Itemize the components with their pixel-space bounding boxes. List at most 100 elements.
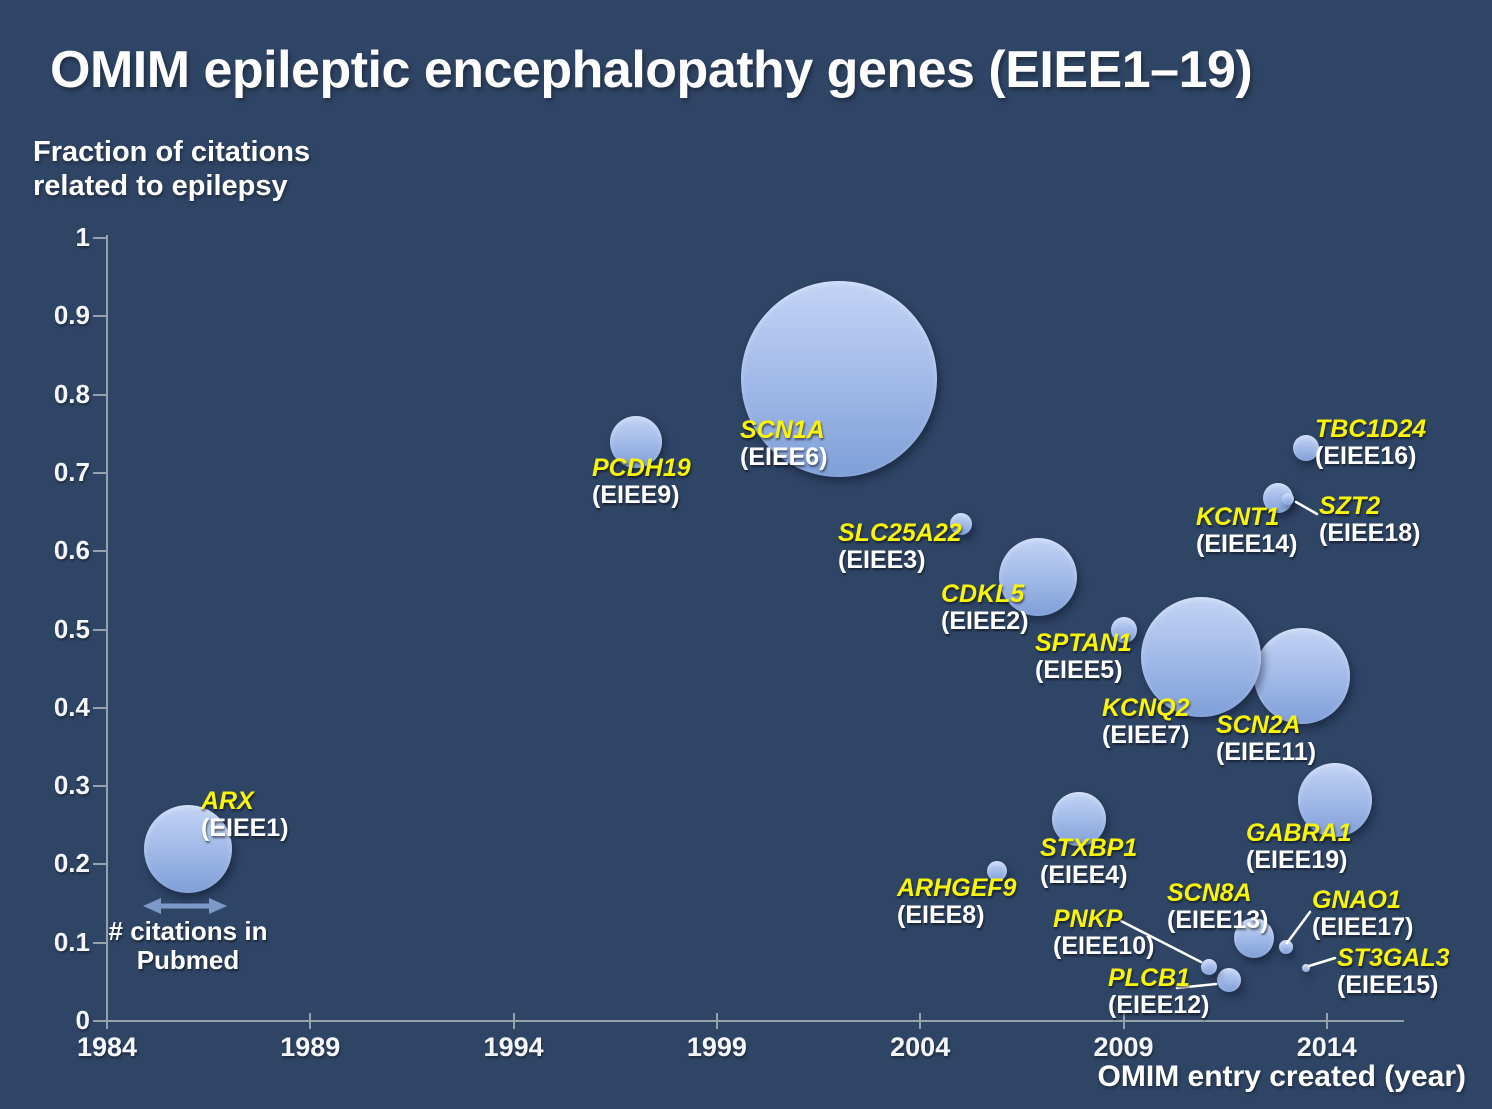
y-axis-tick-label: 0.3 [53, 770, 90, 801]
label-scn2a: SCN2A (EIEE11) [1216, 712, 1316, 766]
y-axis-tick-label: 0.6 [53, 535, 90, 566]
y-axis-tick [93, 471, 107, 474]
bubble-stxbp1 [1051, 791, 1106, 846]
gene-name-gabra1: GABRA1 [1246, 819, 1352, 847]
x-axis-tick-label: 2004 [890, 1032, 951, 1062]
y-axis-tick [93, 628, 107, 631]
label-gnao1: GNAO1 (EIEE17) [1312, 887, 1413, 941]
x-axis-tick [1325, 1013, 1328, 1029]
gene-name-plcb1: PLCB1 [1108, 964, 1190, 992]
gene-name-szt2: SZT2 [1319, 492, 1381, 520]
gene-name-tbc1d24: TBC1D24 [1315, 415, 1427, 443]
label-stxbp1: STXBP1 (EIEE4) [1040, 835, 1137, 889]
y-axis-tick [93, 706, 107, 709]
eiee-number-sptan1: (EIEE5) [1035, 656, 1123, 684]
gene-name-cdkl5: CDKL5 [941, 580, 1025, 608]
leader-line-gnao1 [1285, 910, 1312, 945]
x-axis-tick-label: 2009 [1093, 1032, 1154, 1062]
bubble-kcnq2 [1140, 596, 1261, 717]
eiee-number-szt2: (EIEE18) [1319, 519, 1421, 547]
eiee-number-pcdh19: (EIEE9) [592, 481, 680, 509]
label-slc25a22: SLC25A22 (EIEE3) [838, 520, 962, 574]
eiee-number-gnao1: (EIEE17) [1312, 913, 1414, 941]
label-pcdh19: PCDH19 (EIEE9) [592, 455, 691, 509]
y-axis-tick-label: 0.4 [53, 691, 90, 722]
eiee-number-scn2a: (EIEE11) [1216, 738, 1317, 766]
y-axis-tick [93, 1020, 107, 1022]
bubble-arx [144, 804, 233, 893]
y-axis-tick [93, 785, 107, 788]
label-sptan1: SPTAN1 (EIEE5) [1035, 630, 1132, 684]
bubble-st3gal3 [1302, 963, 1311, 972]
gene-name-arhgef9: ARHGEF9 [897, 874, 1017, 902]
label-plcb1: PLCB1 (EIEE12) [1108, 965, 1209, 1019]
eiee-number-pnkp: (EIEE10) [1053, 932, 1155, 960]
x-axis-tick [309, 1013, 312, 1029]
x-axis-tick-label: 1989 [280, 1032, 341, 1062]
y-axis-tick-label: 0.7 [53, 456, 90, 487]
y-axis-line [106, 235, 108, 1022]
y-axis-tick-label: 0.1 [53, 926, 90, 957]
label-kcnt1: KCNT1 (EIEE14) [1196, 504, 1297, 558]
y-axis-tick [93, 315, 107, 318]
x-axis-tick [512, 1013, 515, 1029]
x-axis-tick [715, 1013, 718, 1029]
y-axis-tick-label: 0.2 [53, 848, 90, 879]
eiee-number-slc25a22: (EIEE3) [838, 546, 926, 574]
y-axis-tick-label: 0 [75, 1005, 90, 1035]
bubble-pcdh19 [609, 415, 662, 468]
label-st3gal3: ST3GAL3 (EIEE15) [1337, 945, 1450, 999]
label-arx: ARX (EIEE1) [201, 788, 289, 842]
eiee-number-scn1a: (EIEE6) [740, 443, 828, 471]
gene-name-slc25a22: SLC25A22 [838, 519, 962, 547]
eiee-number-arhgef9: (EIEE8) [897, 901, 985, 929]
eiee-number-arx: (EIEE1) [201, 814, 289, 842]
label-kcnq2: KCNQ2 (EIEE7) [1102, 695, 1190, 749]
bubble-scn2a [1254, 628, 1351, 725]
y-axis-title: Fraction of citations related to epileps… [33, 135, 310, 203]
label-tbc1d24: TBC1D24 (EIEE16) [1315, 416, 1426, 470]
eiee-number-cdkl5: (EIEE2) [941, 607, 1029, 635]
eiee-number-kcnt1: (EIEE14) [1196, 530, 1298, 558]
bubble-tbc1d24 [1293, 434, 1320, 461]
bubble-pnkp [1200, 958, 1217, 975]
gene-name-st3gal3: ST3GAL3 [1337, 944, 1450, 972]
bubble-plcb1 [1217, 968, 1242, 993]
eiee-number-stxbp1: (EIEE4) [1040, 861, 1128, 889]
bubble-slc25a22 [949, 512, 972, 535]
y-axis-tick-label: 0.8 [53, 378, 90, 409]
gene-name-pcdh19: PCDH19 [592, 454, 691, 482]
gene-name-pnkp: PNKP [1053, 905, 1123, 933]
label-pnkp: PNKP (EIEE10) [1053, 906, 1154, 960]
x-axis-tick-label: 1994 [483, 1032, 544, 1062]
y-axis-title-line1: Fraction of citations [33, 136, 311, 168]
gene-name-scn8a: SCN8A [1167, 879, 1252, 907]
leader-line-st3gal3 [1307, 956, 1337, 968]
y-axis-tick [93, 393, 107, 396]
bubble-size-legend: # citations in Pubmed [103, 917, 273, 975]
bubble-size-legend-line2: Pubmed [136, 945, 240, 975]
bubble-sptan1 [1110, 616, 1137, 643]
eiee-number-st3gal3: (EIEE15) [1337, 971, 1439, 999]
gene-name-stxbp1: STXBP1 [1040, 834, 1138, 862]
gene-name-kcnq2: KCNQ2 [1102, 694, 1190, 722]
x-axis-tick-label: 1999 [686, 1032, 747, 1062]
gene-name-scn2a: SCN2A [1216, 711, 1301, 739]
label-arhgef9: ARHGEF9 (EIEE8) [897, 875, 1016, 929]
bubble-scn8a [1233, 918, 1274, 958]
y-axis-title-line2: related to epilepsy [33, 170, 288, 202]
x-axis-title: OMIM entry created (year) [1097, 1060, 1466, 1093]
eiee-number-gabra1: (EIEE19) [1246, 846, 1348, 874]
gene-name-sptan1: SPTAN1 [1035, 629, 1132, 657]
y-axis-tick [93, 237, 107, 239]
x-axis-tick [106, 1013, 108, 1029]
gene-name-kcnt1: KCNT1 [1196, 503, 1280, 531]
y-axis-tick [93, 863, 107, 866]
gene-name-arx: ARX [201, 787, 254, 815]
gene-name-scn1a: SCN1A [740, 416, 825, 444]
x-axis-tick-label: 1984 [76, 1032, 138, 1062]
bubble-gabra1 [1297, 763, 1372, 838]
x-axis-tick [919, 1013, 922, 1029]
label-scn1a: SCN1A (EIEE6) [740, 417, 828, 471]
bubble-cdkl5 [999, 538, 1078, 617]
